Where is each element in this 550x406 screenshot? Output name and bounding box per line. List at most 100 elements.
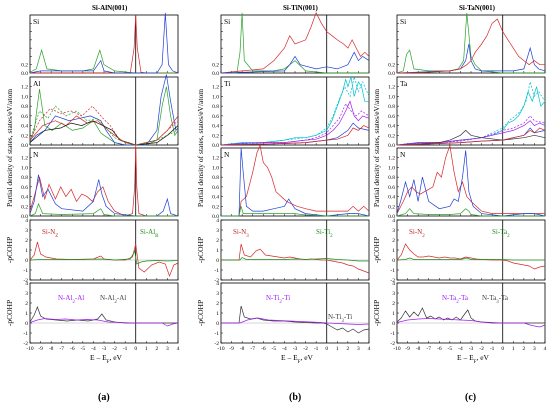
y-tick-label: -2 xyxy=(23,278,28,284)
cohp-panel: -2 -1 0 1 2 3 4 xyxy=(390,281,546,347)
x-tick-label: 2 xyxy=(522,346,525,352)
x-tick-label: -3 xyxy=(102,346,107,352)
y-tick-label: 3 xyxy=(216,291,219,297)
x-tick-label: -2 xyxy=(112,346,117,352)
y-tick-label: -2 xyxy=(390,341,395,347)
y-tick-label: 1 xyxy=(25,311,28,317)
dos-panel: 0.0 0.2 Si xyxy=(212,12,370,77)
panel-frame xyxy=(29,282,179,344)
x-tick-label: 0 xyxy=(501,346,504,352)
y-tick-label: 0.4 xyxy=(388,195,395,201)
y-tick-label: 1.0 xyxy=(21,94,28,100)
x-tick-label: -4 xyxy=(282,346,287,352)
x-tick-label: -1 xyxy=(123,346,128,352)
y-axis-title-dos: Partial density of states, states/eV/ato… xyxy=(196,89,205,207)
x-tick-label: -6 xyxy=(261,346,266,352)
x-tick-label: 1 xyxy=(145,346,148,352)
cohp-series-line xyxy=(396,257,545,261)
x-tick-label: -9 xyxy=(229,346,234,352)
panel-frame xyxy=(396,14,546,74)
y-tick-label: 4 xyxy=(216,218,219,224)
x-axis-title: E – EF, eV xyxy=(90,353,123,365)
dos-panel: 0.0 0.2 0.4 0.6 0.8 1.0 1.2 Ta xyxy=(388,76,546,149)
cohp-series-line xyxy=(221,243,370,274)
element-label: Ta xyxy=(400,79,408,88)
dos-panel: 0.0 0.2 0.4 0.6 0.8 1.0 1.2 N xyxy=(388,145,546,220)
y-tick-label: 0.2 xyxy=(212,63,219,69)
y-tick-label: 0.2 xyxy=(21,204,28,210)
element-label: Ti xyxy=(224,79,230,88)
y-tick-label: 0.0 xyxy=(212,143,219,149)
y-tick-label: 0.6 xyxy=(212,185,219,191)
x-tick-label: -3 xyxy=(469,346,474,352)
cohp-label-4: N-Ta3-Ta xyxy=(482,294,509,305)
y-tick-label: 0.8 xyxy=(212,104,219,110)
y-tick-label: 0.4 xyxy=(212,124,219,130)
dos-series-line xyxy=(220,76,369,146)
x-tick-label: 3 xyxy=(533,346,536,352)
y-tick-label: 0.2 xyxy=(21,133,28,139)
x-tick-label: -10 xyxy=(217,346,225,352)
dos-series-line xyxy=(29,105,179,146)
y-tick-label: 2 xyxy=(25,301,28,307)
y-tick-label: 3 xyxy=(392,228,395,234)
y-tick-label: 0.6 xyxy=(212,114,219,120)
x-tick-label: -8 xyxy=(49,346,54,352)
y-tick-label: 2 xyxy=(216,301,219,307)
x-tick-label: -8 xyxy=(416,346,421,352)
y-tick-label: 3 xyxy=(25,291,28,297)
cohp-series-line xyxy=(396,318,546,328)
panel-frame xyxy=(396,282,546,344)
cohp-series-line xyxy=(221,317,370,325)
x-tick-label: 0 xyxy=(325,346,328,352)
y-tick-label: 1 xyxy=(392,311,395,317)
y-tick-label: 0.8 xyxy=(388,175,395,181)
element-label: N xyxy=(224,150,230,159)
y-tick-label: 0.2 xyxy=(388,133,395,139)
panel-frame xyxy=(29,147,179,217)
y-tick-label: 4 xyxy=(25,218,28,224)
y-tick-label: 0 xyxy=(25,258,28,264)
cohp-panel: -2 -1 0 1 2 3 4 xyxy=(214,218,370,284)
element-label: N xyxy=(400,150,406,159)
y-axis-title-dos: Partial density of states, states/eV/ato… xyxy=(372,89,381,207)
y-tick-label: 1.0 xyxy=(388,94,395,100)
y-tick-label: -2 xyxy=(214,341,219,347)
y-tick-label: 0.2 xyxy=(21,63,28,69)
x-axis-title: E – EF, eV xyxy=(281,353,314,365)
dos-series-line xyxy=(220,100,370,146)
dos-panel: 0.0 0.2 0.4 0.6 0.8 1.0 1.2 Al xyxy=(21,74,179,149)
y-tick-label: 0 xyxy=(25,321,28,327)
cohp-series-line xyxy=(29,249,179,265)
y-tick-label: 1.2 xyxy=(21,156,28,162)
dos-series-line xyxy=(29,145,178,217)
y-tick-label: 0.8 xyxy=(21,104,28,110)
x-tick-label: -10 xyxy=(393,346,401,352)
y-tick-label: 1.0 xyxy=(212,94,219,100)
element-label: Si xyxy=(224,17,230,26)
y-tick-label: 4 xyxy=(392,281,395,287)
cohp-label-3: N-Al2-Al xyxy=(58,294,84,305)
y-tick-label: 2 xyxy=(392,238,395,244)
y-tick-label: 0.8 xyxy=(21,175,28,181)
y-tick-label: -2 xyxy=(23,341,28,347)
y-axis-title-cohp: -pCOHP xyxy=(372,237,381,263)
x-tick-label: -1 xyxy=(490,346,495,352)
y-tick-label: 0 xyxy=(216,258,219,264)
x-tick-label: -2 xyxy=(479,346,484,352)
cohp-series-line xyxy=(396,243,546,270)
y-tick-label: 1 xyxy=(392,248,395,254)
dos-series-line xyxy=(29,12,179,74)
y-tick-label: 0.0 xyxy=(212,214,219,220)
x-tick-label: -5 xyxy=(81,346,86,352)
dos-series-line xyxy=(29,48,178,74)
y-axis-title-cohp: -pCOHP xyxy=(196,300,205,326)
cohp-series-line xyxy=(29,318,179,327)
y-tick-label: 0.4 xyxy=(21,195,28,201)
panel-title: Si-TaN(001) xyxy=(459,4,496,12)
y-tick-label: 1.2 xyxy=(212,85,219,91)
y-tick-label: 4 xyxy=(392,218,395,224)
y-tick-label: 2 xyxy=(25,238,28,244)
dos-series-line xyxy=(396,127,546,146)
